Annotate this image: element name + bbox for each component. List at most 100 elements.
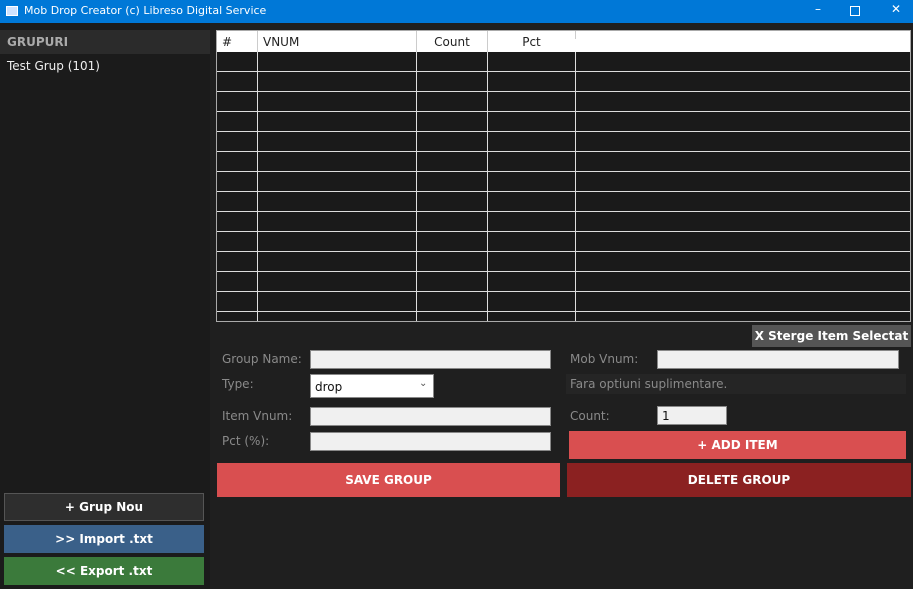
table-row bbox=[217, 92, 910, 112]
cell-divider bbox=[416, 192, 417, 212]
table-row bbox=[217, 252, 910, 272]
cell-divider bbox=[487, 52, 488, 72]
cell-divider bbox=[416, 72, 417, 92]
table-row bbox=[217, 192, 910, 212]
type-label: Type: bbox=[222, 377, 254, 391]
cell-divider bbox=[487, 192, 488, 212]
mob-vnum-input[interactable] bbox=[657, 350, 899, 369]
dropdown-arrow: ⌄ bbox=[419, 378, 428, 389]
group-name-input[interactable] bbox=[310, 350, 551, 369]
items-table: # VNUM Count Pct bbox=[216, 30, 911, 322]
minimize-button[interactable]: – bbox=[815, 2, 821, 16]
header-cell bbox=[575, 31, 910, 39]
close-button[interactable]: ✕ bbox=[890, 2, 902, 16]
type-value: drop bbox=[315, 380, 343, 394]
mob-vnum-label: Mob Vnum: bbox=[570, 352, 639, 366]
cell-divider bbox=[416, 172, 417, 192]
table-header: # VNUM Count Pct bbox=[217, 31, 910, 53]
cell-divider bbox=[416, 92, 417, 112]
options-note: Fara optiuni suplimentare. bbox=[566, 374, 906, 394]
cell-divider bbox=[487, 292, 488, 312]
item-vnum-input[interactable] bbox=[310, 407, 551, 426]
type-select[interactable]: drop ⌄ bbox=[310, 374, 434, 398]
cell-divider bbox=[257, 292, 258, 312]
cell-divider bbox=[416, 132, 417, 152]
cell-divider bbox=[257, 192, 258, 212]
sidebar-header: GRUPURI bbox=[0, 30, 210, 54]
table-row bbox=[217, 172, 910, 192]
cell-divider bbox=[487, 72, 488, 92]
cell-divider bbox=[575, 92, 576, 112]
cell-divider bbox=[416, 112, 417, 132]
cell-divider bbox=[416, 212, 417, 232]
cell-divider bbox=[487, 312, 488, 321]
cell-divider bbox=[487, 232, 488, 252]
pct-input[interactable] bbox=[310, 432, 551, 451]
cell-divider bbox=[257, 112, 258, 132]
export-button[interactable]: << Export .txt bbox=[4, 557, 204, 585]
delete-group-button[interactable]: DELETE GROUP bbox=[567, 463, 911, 497]
table-row bbox=[217, 212, 910, 232]
cell-divider bbox=[575, 52, 576, 72]
cell-divider bbox=[416, 52, 417, 72]
app-icon bbox=[6, 6, 18, 16]
cell-divider bbox=[575, 252, 576, 272]
header-cell: # bbox=[222, 35, 233, 49]
cell-divider bbox=[257, 72, 258, 92]
cell-divider bbox=[487, 152, 488, 172]
group-name-label: Group Name: bbox=[222, 352, 302, 366]
cell-divider bbox=[257, 252, 258, 272]
table-row bbox=[217, 232, 910, 252]
cell-divider bbox=[416, 272, 417, 292]
cell-divider bbox=[257, 152, 258, 172]
cell-divider bbox=[575, 292, 576, 312]
header-cell: Count bbox=[416, 31, 487, 53]
group-item[interactable]: Test Grup (101) bbox=[7, 59, 100, 73]
add-item-button[interactable]: + ADD ITEM bbox=[569, 431, 906, 459]
sidebar: GRUPURI Test Grup (101) + Grup Nou >> Im… bbox=[0, 23, 210, 589]
table-row bbox=[217, 132, 910, 152]
table-row bbox=[217, 52, 910, 72]
maximize-button[interactable] bbox=[850, 6, 860, 16]
table-row bbox=[217, 312, 910, 321]
cell-divider bbox=[257, 172, 258, 192]
cell-divider bbox=[575, 132, 576, 152]
cell-divider bbox=[257, 132, 258, 152]
title-bar: Mob Drop Creator (c) Libreso Digital Ser… bbox=[0, 0, 913, 23]
cell-divider bbox=[416, 152, 417, 172]
cell-divider bbox=[257, 272, 258, 292]
cell-divider bbox=[416, 252, 417, 272]
cell-divider bbox=[575, 112, 576, 132]
header-cell: Pct bbox=[487, 31, 575, 53]
cell-divider bbox=[487, 252, 488, 272]
header-cell: VNUM bbox=[257, 31, 416, 53]
cell-divider bbox=[575, 272, 576, 292]
cell-divider bbox=[575, 192, 576, 212]
table-row bbox=[217, 272, 910, 292]
cell-divider bbox=[416, 292, 417, 312]
cell-divider bbox=[575, 172, 576, 192]
cell-divider bbox=[575, 212, 576, 232]
cell-divider bbox=[575, 232, 576, 252]
table-row bbox=[217, 152, 910, 172]
cell-divider bbox=[575, 72, 576, 92]
cell-divider bbox=[487, 92, 488, 112]
import-button[interactable]: >> Import .txt bbox=[4, 525, 204, 553]
cell-divider bbox=[487, 272, 488, 292]
cell-divider bbox=[487, 132, 488, 152]
cell-divider bbox=[257, 232, 258, 252]
item-vnum-label: Item Vnum: bbox=[222, 409, 293, 423]
count-input[interactable]: 1 bbox=[657, 406, 727, 425]
save-group-button[interactable]: SAVE GROUP bbox=[217, 463, 560, 497]
cell-divider bbox=[487, 212, 488, 232]
window-title: Mob Drop Creator (c) Libreso Digital Ser… bbox=[24, 4, 267, 17]
table-row bbox=[217, 72, 910, 92]
table-row bbox=[217, 292, 910, 312]
cell-divider bbox=[416, 232, 417, 252]
cell-divider bbox=[416, 312, 417, 321]
new-group-button[interactable]: + Grup Nou bbox=[4, 493, 204, 521]
cell-divider bbox=[257, 312, 258, 321]
count-label: Count: bbox=[570, 409, 610, 423]
delete-item-button[interactable]: X Sterge Item Selectat bbox=[752, 325, 911, 347]
